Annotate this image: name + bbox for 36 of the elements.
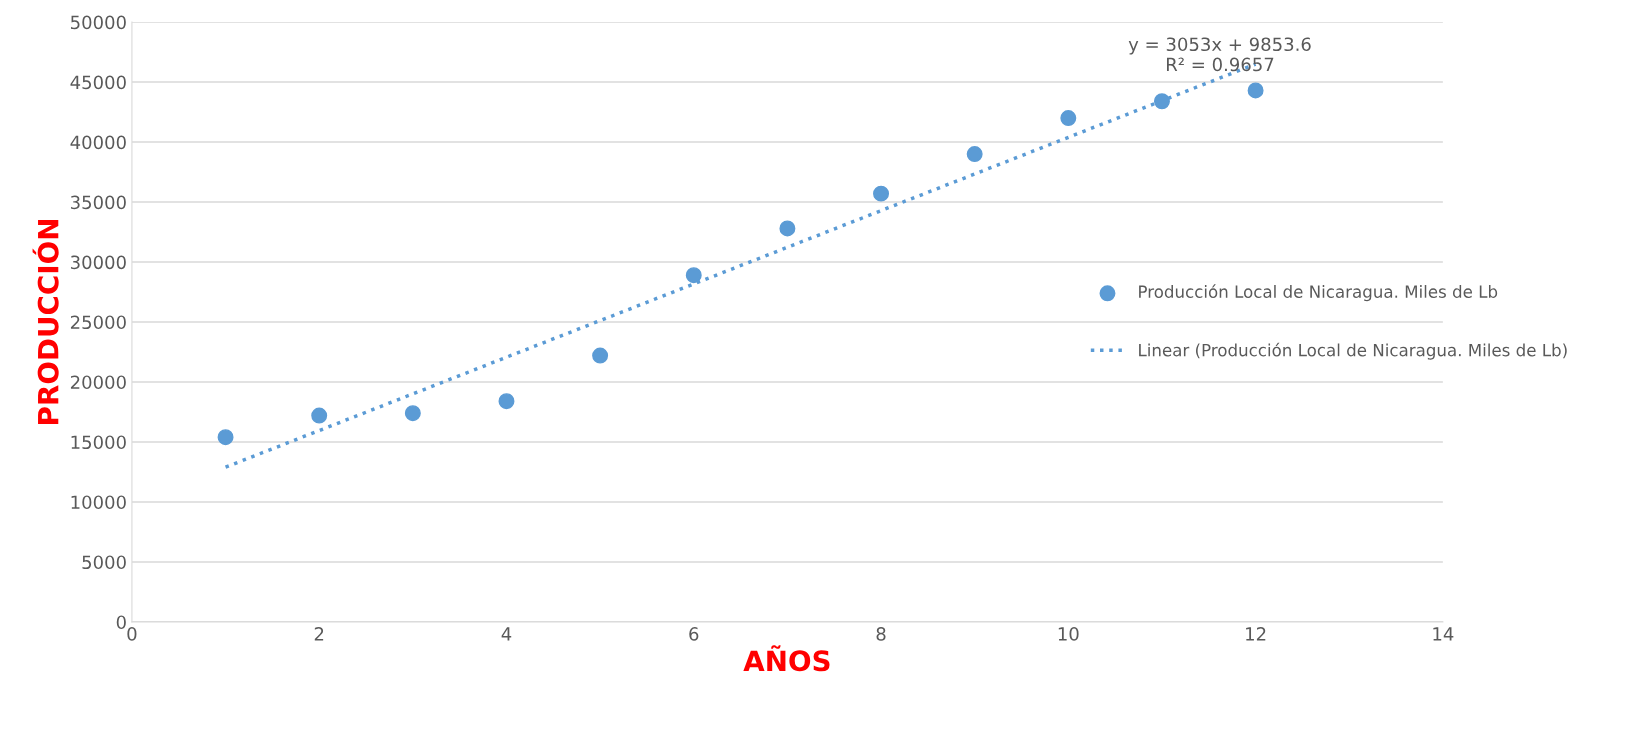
y-tick-label: 45000 [70,75,126,90]
y-tick-label: 20000 [70,375,126,390]
x-tick-label: 2 [314,627,324,641]
legend-label: Linear (Producción Local de Nicaragua. Miles de Lb) [1139,342,1567,360]
y-tick-label: 50000 [71,15,126,30]
point [592,347,609,364]
point [873,185,890,202]
point [1247,82,1264,99]
y-tick-label: 0 [116,615,126,630]
y-tick-label: 40000 [70,135,126,150]
x-tick-label: 14 [1433,627,1454,641]
point [685,267,702,284]
x-tick-label: 10 [1058,627,1079,641]
y-tick-label: 25000 [70,315,126,330]
x-tick-label: 12 [1246,627,1266,641]
y-tick-label: 30000 [71,255,126,270]
x-axis-title: AÑOS [743,645,830,672]
y-tick-label: 15000 [71,435,126,450]
y-tick-label: 35000 [71,195,126,210]
x-tick-label: 0 [127,627,137,641]
y-axis-title: PRODUCCIÓN [32,220,59,424]
x-tick-label: 4 [501,627,512,641]
point [498,393,515,410]
legend-label: Producción Local de Nicaragua. Miles de Lb [1139,284,1498,302]
point [779,220,796,237]
point [404,405,421,422]
x-tick-label: 8 [876,627,886,641]
y-tick-label: 10000 [71,495,126,510]
x-tick-label: 6 [689,627,699,641]
point [217,429,234,446]
point [966,146,983,163]
annotation: y = 3053x + 9853.6 R² = 0.9657 [1128,37,1311,72]
point [1153,93,1170,110]
point [311,407,328,424]
point [1060,110,1077,127]
y-tick-label: 5000 [82,555,126,570]
